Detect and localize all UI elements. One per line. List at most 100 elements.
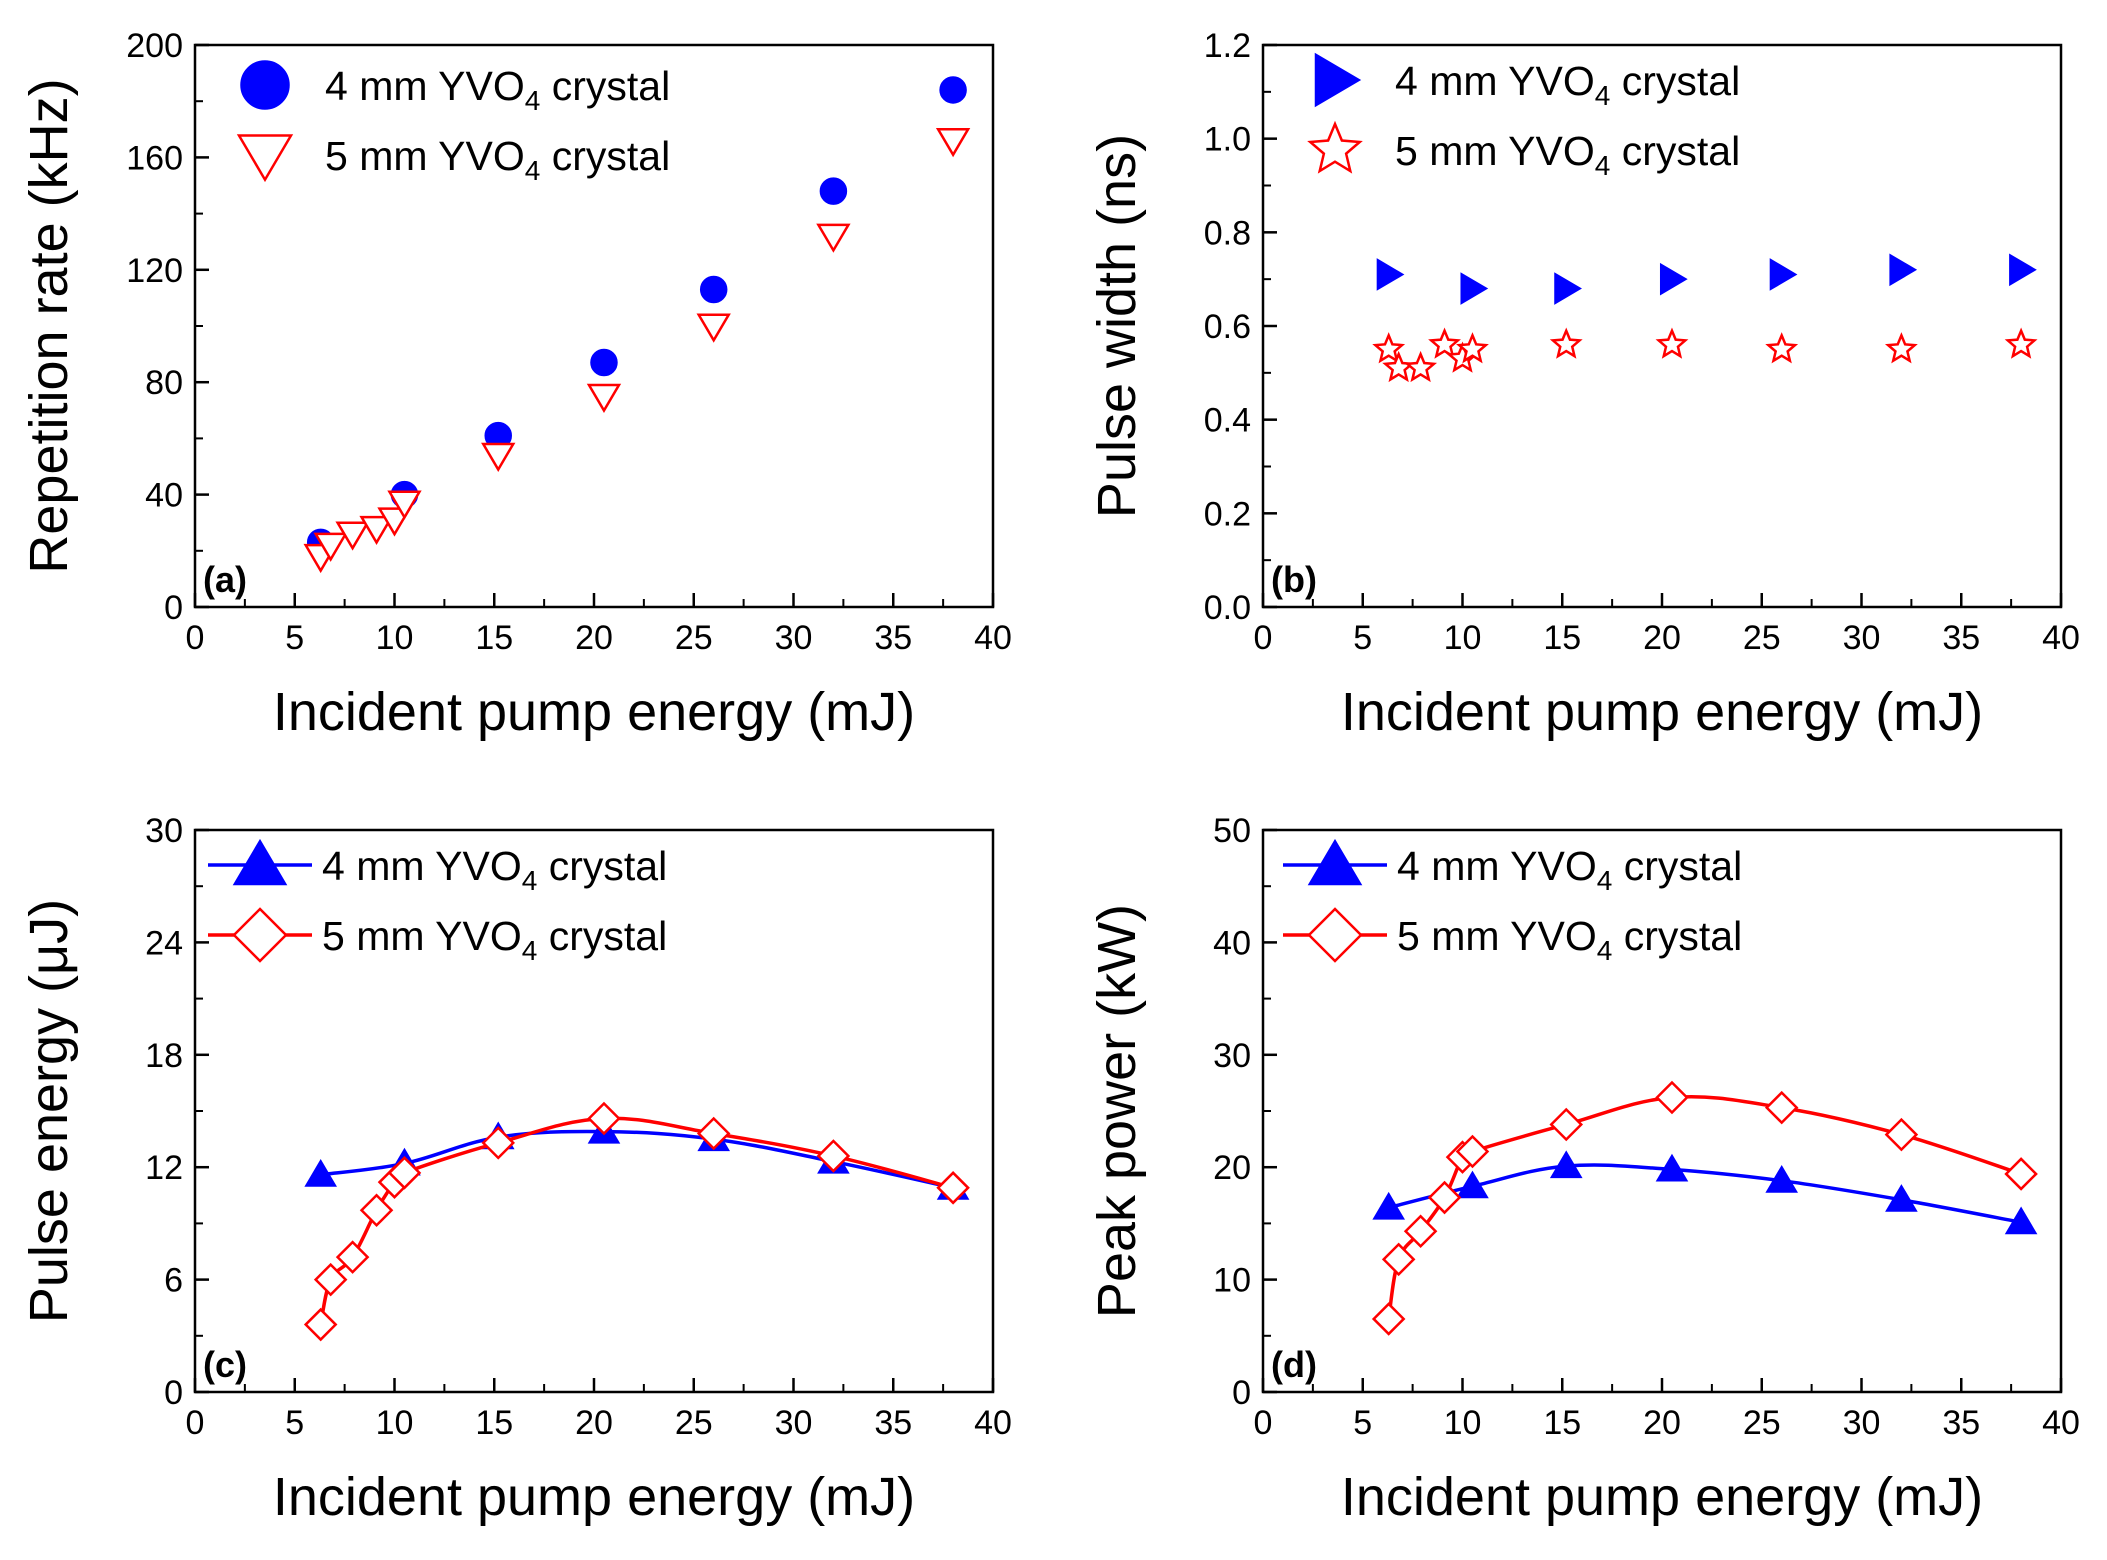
y-tick-label: 30 [1213,1037,1251,1075]
x-tick-label: 40 [2042,619,2080,657]
data-point [936,1171,970,1205]
data-point [586,383,622,413]
x-tick-label: 30 [775,619,813,657]
y-tick-label: 120 [126,252,183,290]
y-axis-title: Pulse energy (μJ) [19,899,79,1323]
x-tick-label: 35 [874,1404,912,1442]
y-tick-label: 10 [1213,1262,1251,1300]
x-tick-label: 40 [2042,1404,2080,1442]
legend: 4 mm YVO4 crystal 5 mm YVO4 crystal [236,60,670,186]
legend-marker [1307,120,1363,174]
panel-label: (a) [203,559,247,600]
x-axis-title: Incident pump energy (mJ) [1341,682,1983,742]
y-tick-label: 18 [145,1037,183,1075]
y-axis-title: Peak power (kW) [1087,904,1147,1318]
legend: 4 mm YVO4 crystal 5 mm YVO4 crystal [208,838,667,966]
y-tick-label: 40 [145,477,183,515]
data-point [1381,1242,1416,1277]
data-point [1428,327,1461,359]
data-point [1376,258,1405,291]
data-point [359,515,394,546]
x-tick-label: 10 [1444,619,1482,657]
x-tick-label: 35 [874,619,912,657]
legend-marker [1307,838,1363,886]
data-point [1885,1184,1918,1212]
x-tick-label: 30 [1843,1404,1881,1442]
y-tick-label: 0.6 [1204,308,1251,346]
plot-frame [193,43,995,609]
data-point [819,177,848,205]
legend-label: 5 mm YVO4 crystal [1395,128,1740,181]
x-tick-label: 35 [1942,1404,1980,1442]
x-tick-label: 5 [285,619,304,657]
data-point [303,1307,338,1342]
legend-label: 5 mm YVO4 crystal [325,133,670,186]
x-tick-label: 0 [1254,619,1273,657]
panel-d: 0 5 10 15 20 25 30 35 40 0 10 20 30 40 50 Incident pump… [1087,812,2080,1527]
data-point [1554,272,1582,305]
x-tick-label: 20 [575,1404,613,1442]
legend-label: 4 mm YVO4 crystal [322,843,667,896]
x-tick-label: 20 [1643,1404,1681,1442]
data-point [935,128,971,158]
series-line [320,1129,954,1190]
legend-label: 5 mm YVO4 crystal [322,913,667,966]
series-line [1386,1094,2022,1320]
y-tick-label: 160 [126,139,183,177]
x-tick-label: 25 [1743,619,1781,657]
data-point [816,223,851,253]
legend-marker [236,134,294,183]
data-point [587,1101,621,1136]
data-point [1549,1150,1583,1179]
x-tick-label: 30 [775,1404,813,1442]
x-axis-title: Incident pump energy (mJ) [273,1467,915,1527]
data-point [590,348,618,377]
x-tick-label: 5 [285,1404,304,1442]
x-tick-label: 20 [575,619,613,657]
x-tick-label: 15 [475,1404,513,1442]
data-point [1372,1191,1405,1220]
x-tick-label: 15 [475,619,513,657]
series-4mm [1376,253,2037,305]
data-point [1460,272,1489,305]
data-point [696,1116,731,1151]
data-point [1549,327,1583,359]
x-tick-label: 10 [376,619,414,657]
legend: 4 mm YVO4 crystal 5 mm YVO4 crystal [1307,52,1740,181]
legend-marker [232,907,288,963]
y-axis-title: Repetition rate (kHz) [19,78,79,573]
data-point [1884,332,1918,364]
data-point [1769,258,1798,291]
data-point [481,442,516,472]
y-tick-label: 0 [164,1374,183,1412]
data-point [1455,1134,1490,1169]
x-tick-label: 20 [1643,619,1681,657]
data-point [313,532,348,562]
series-line [318,1116,954,1325]
x-tick-label: 25 [675,1404,713,1442]
data-point [387,1156,422,1190]
y-axis-title: Pulse width (ns) [1087,134,1147,518]
data-point [1456,1170,1489,1199]
x-tick-label: 40 [974,619,1012,657]
y-tick-label: 0.8 [1204,214,1251,252]
data-point [1764,1090,1799,1125]
y-tick-label: 1.0 [1204,121,1251,159]
data-point [816,1139,851,1173]
y-tick-label: 200 [126,27,183,65]
data-point [1655,327,1689,359]
legend-label: 4 mm YVO4 crystal [325,63,670,116]
legend-label: 4 mm YVO4 crystal [1397,843,1742,896]
data-point [1404,350,1438,383]
x-tick-label: 15 [1543,619,1581,657]
data-point [335,1240,370,1274]
legend-marker [1307,907,1363,963]
y-tick-label: 12 [145,1149,183,1187]
y-tick-label: 0 [164,589,183,627]
data-point [699,275,728,304]
data-point [1765,332,1799,364]
data-point [696,313,731,343]
x-axis-title: Incident pump energy (mJ) [273,682,915,742]
legend: 4 mm YVO4 crystal 5 mm YVO4 crystal [1283,838,1742,966]
